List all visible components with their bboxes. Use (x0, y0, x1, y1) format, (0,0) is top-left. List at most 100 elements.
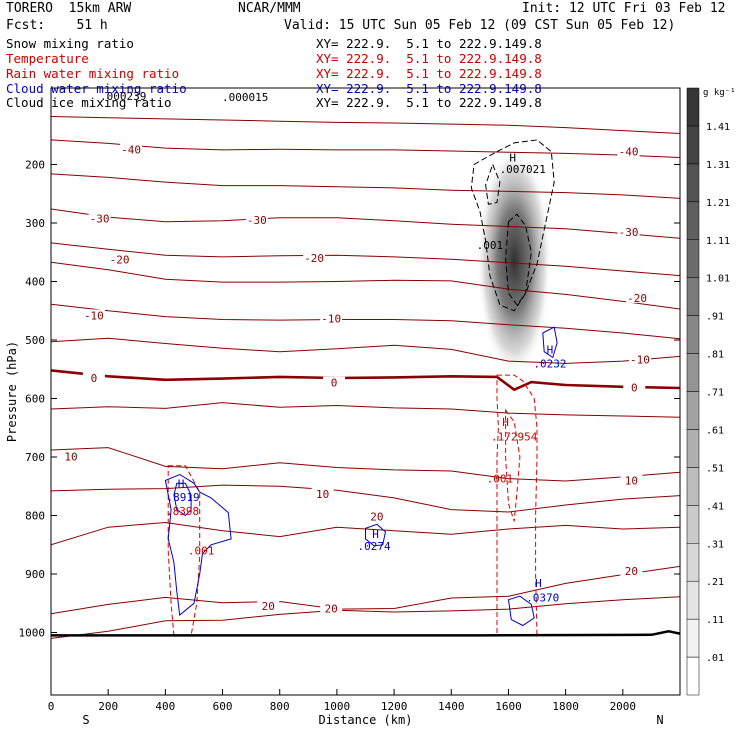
colorbar-label-11: 1.11 (706, 236, 730, 247)
y-tick-label-7: 900 (25, 568, 45, 581)
field-label-15: .0370 (526, 591, 559, 604)
cloud-water-contour-4 (507, 595, 535, 627)
temperature-contour-8 (51, 369, 680, 392)
temperature-label-2: -30 (90, 212, 110, 225)
temperature-label-9: -10 (321, 312, 341, 325)
temperature-contour-13 (51, 565, 680, 615)
x-tick-label-4: 800 (270, 700, 290, 713)
colorbar-cell-0 (686, 656, 700, 696)
valid-time: Valid: 15 UTC Sun 05 Feb 12 (09 CST Sun … (284, 18, 676, 33)
field-name-rain: Rain water mixing ratio (6, 66, 180, 81)
temperature-label-16: 10 (625, 474, 638, 487)
y-tick-label-5: 700 (25, 451, 45, 464)
cloud-water-contour-3 (542, 326, 558, 359)
field-label-6: .172954 (491, 431, 538, 444)
temperature-label-10: -10 (630, 353, 650, 366)
colorbar-label-14: 1.41 (706, 122, 730, 133)
temperature-contour-10 (51, 447, 680, 482)
x-tick-label-8: 1600 (495, 700, 522, 713)
temperature-label-11: 0 (91, 372, 98, 385)
plot-frame (50, 87, 681, 696)
colorbar-cell-4 (686, 505, 700, 544)
overprint-label-1: .000239 (100, 90, 146, 103)
colorbar-cell-10 (686, 277, 700, 316)
temperature-label-bg-0 (120, 143, 143, 155)
temperature-label-7: -20 (627, 292, 647, 305)
temperature-label-bg-9 (320, 312, 343, 324)
field-label-0: H (509, 151, 516, 164)
colorbar-cell-13 (686, 163, 700, 203)
temperature-contour-4 (51, 242, 680, 277)
temperature-label-bg-14 (60, 450, 83, 462)
temperature-label-bg-20 (620, 565, 643, 577)
colorbar-label-3: .31 (706, 539, 724, 550)
colorbar-label-2: .21 (706, 577, 724, 588)
temperature-contour-14 (51, 596, 680, 639)
x-tick-label-10: 2000 (610, 700, 637, 713)
colorbar-cell-8 (686, 353, 700, 392)
temperature-label-bg-5 (108, 253, 131, 265)
field-label-4: .0232 (533, 357, 566, 370)
colorbar-label-8: .81 (706, 350, 724, 361)
colorbar-label-5: .51 (706, 463, 724, 474)
x-tick-label-1: 200 (98, 700, 118, 713)
x-tick-label-2: 400 (155, 700, 175, 713)
temperature-label-bg-19 (320, 602, 343, 614)
temperature-label-3: -30 (247, 214, 267, 227)
temperature-contour-1 (51, 139, 680, 158)
temperature-label-12: 0 (331, 377, 338, 390)
cloud-ice-contour-1 (505, 213, 532, 306)
x-tick-label-5: 1000 (324, 700, 351, 713)
field-label-11: .001 (188, 545, 215, 558)
y-tick-label-8: 1000 (19, 627, 46, 640)
field-name-cloud-ice: Cloud ice mixing ratio (6, 95, 172, 110)
x-axis-title: Distance (km) (319, 713, 413, 727)
y-axis-title: Pressure (hPa) (5, 341, 19, 442)
colorbar-cell-15 (686, 87, 700, 127)
field-label-2: .001 (477, 239, 504, 252)
field-name-temperature: Temperature (6, 51, 89, 66)
colorbar-cell-9 (686, 315, 700, 354)
colorbar-label-10: 1.01 (706, 274, 730, 285)
temperature-label-bg-7 (626, 291, 649, 303)
temperature-contour-5 (51, 261, 680, 310)
x-tick-label-3: 600 (213, 700, 233, 713)
colorbar-cell-1 (686, 618, 700, 658)
temperature-label-20: 20 (625, 565, 638, 578)
y-tick-label-2: 400 (25, 276, 45, 289)
xy-range-cloud-ice: XY= 222.9. 5.1 to 222.9.149.8 (316, 95, 542, 110)
rain-contour-1 (505, 408, 521, 522)
temperature-label-19: 20 (325, 603, 338, 616)
y-tick-label-1: 300 (25, 217, 45, 230)
colorbar-cell-2 (686, 580, 700, 620)
colorbar-label-12: 1.21 (706, 198, 730, 209)
colorbar-cell-14 (686, 125, 700, 165)
xy-range-temperature: XY= 222.9. 5.1 to 222.9.149.8 (316, 51, 542, 66)
x-tick-label-0: 0 (48, 700, 55, 713)
temperature-label-1: -40 (619, 146, 639, 159)
temperature-label-bg-4 (617, 225, 640, 237)
overprint-label-2: .000015 (222, 91, 268, 104)
temperature-label-18: 20 (262, 600, 275, 613)
field-label-12: H (372, 528, 379, 541)
temperature-label-bg-3 (245, 214, 268, 226)
colorbar-label-9: .91 (706, 312, 724, 323)
temperature-label-bg-18 (257, 600, 280, 612)
temperature-label-bg-15 (311, 487, 334, 499)
temperature-contour-9 (51, 402, 680, 418)
field-label-3: H (547, 343, 554, 356)
xy-range-rain: XY= 222.9. 5.1 to 222.9.149.8 (316, 66, 542, 81)
y-tick-label-4: 600 (25, 393, 45, 406)
colorbar-cell-6 (686, 429, 700, 468)
colorbar-cell-3 (686, 543, 700, 582)
temperature-label-4: -30 (619, 226, 639, 239)
y-tick-label-6: 800 (25, 510, 45, 523)
temperature-label-6: -20 (304, 252, 324, 265)
field-name-snow: Snow mixing ratio (6, 36, 134, 51)
temperature-contour-3 (51, 208, 680, 239)
temperature-label-bg-2 (88, 212, 111, 224)
temperature-label-bg-16 (620, 474, 643, 486)
field-label-13: .0274 (358, 540, 391, 553)
temperature-label-bg-13 (623, 381, 646, 393)
